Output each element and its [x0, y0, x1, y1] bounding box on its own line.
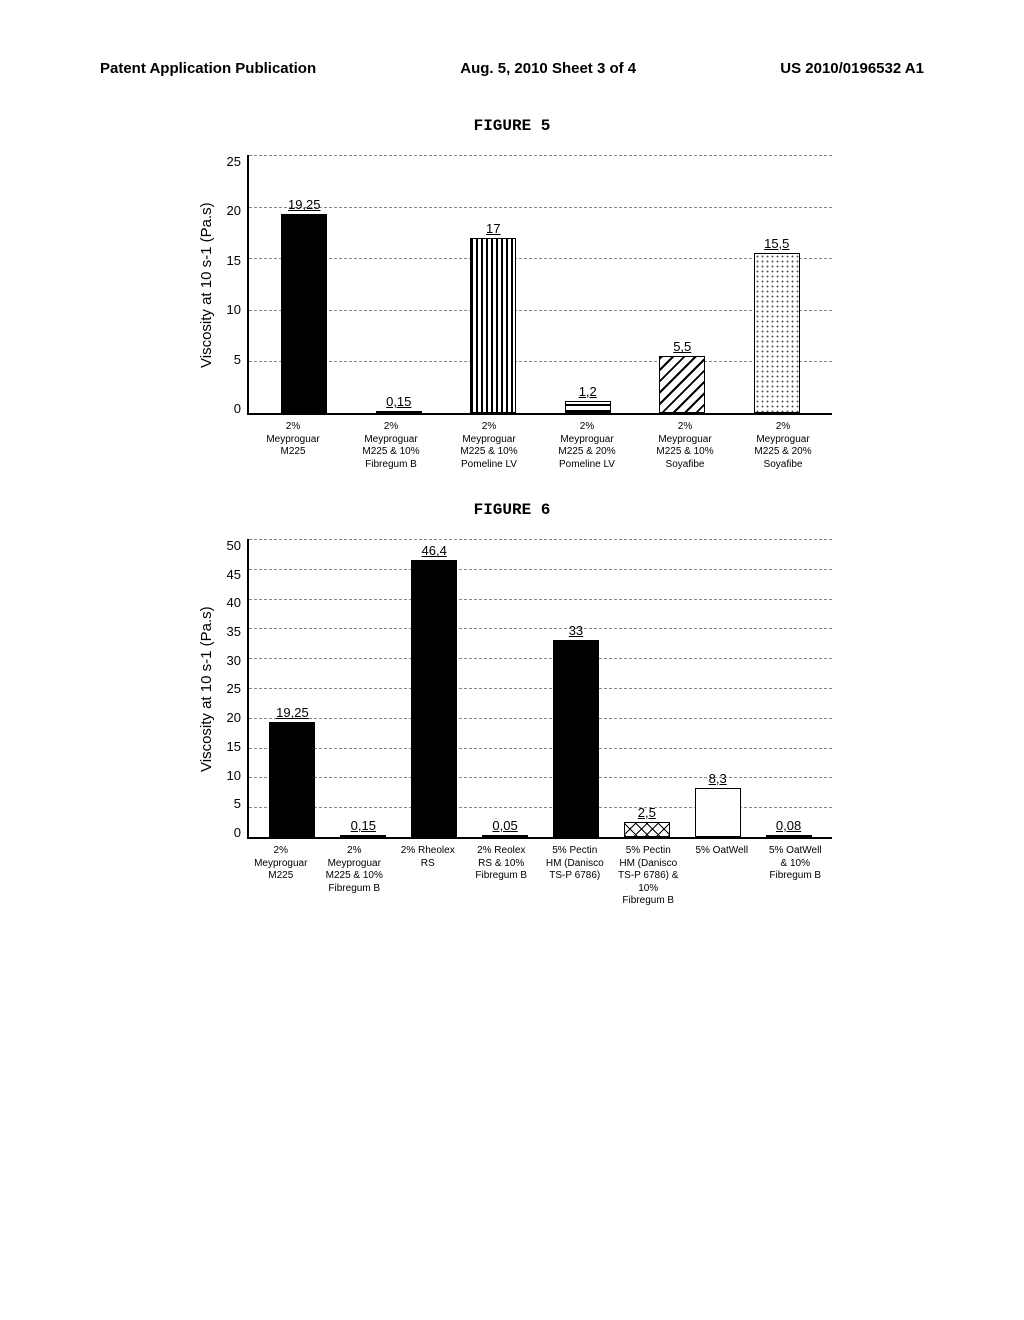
bar — [624, 822, 670, 837]
bar — [281, 214, 327, 413]
bar — [470, 238, 516, 413]
ytick: 5 — [215, 797, 241, 810]
bar — [659, 356, 705, 413]
figure6-xlabels: 2%MeyproguarM2252%MeyproguarM225 & 10%Fi… — [244, 845, 832, 908]
bar-xlabel: 5% OatWell — [685, 845, 759, 908]
bar — [754, 253, 800, 413]
bar-xlabel: 2%MeyproguarM225 & 20%Pomeline LV — [538, 421, 636, 471]
bar-value-label: 19,25 — [276, 705, 309, 720]
bar-xlabel: 2%MeyproguarM225 & 20%Soyafibe — [734, 421, 832, 471]
bar — [695, 788, 741, 837]
bar-xlabel: 5% PectinHM (DaniscoTS-P 6786) — [538, 845, 612, 908]
bar-value-label: 46,4 — [422, 543, 447, 558]
figure6-yaxis: 50454035302520151050 — [215, 539, 247, 839]
bar-value-label: 0,08 — [776, 818, 801, 833]
bar-value-label: 17 — [486, 221, 500, 236]
bar-value-label: 0,15 — [351, 818, 376, 833]
bar-slot: 5,5 — [635, 155, 730, 413]
header-right: US 2010/0196532 A1 — [780, 60, 924, 77]
bar-slot: 2,5 — [611, 539, 682, 837]
bar-slot: 17 — [446, 155, 541, 413]
bar — [376, 411, 422, 413]
ytick: 5 — [215, 353, 241, 366]
bar-value-label: 19,25 — [288, 197, 321, 212]
bar-slot: 19,25 — [257, 539, 328, 837]
bar-value-label: 15,5 — [764, 236, 789, 251]
bar — [565, 401, 611, 413]
bar — [340, 835, 386, 837]
bar-slot: 19,25 — [257, 155, 352, 413]
bar-slot: 15,5 — [730, 155, 825, 413]
figure6-chart: Viscosity at 10 s-1 (Pa.s) 5045403530252… — [192, 539, 832, 908]
bar-slot: 0,08 — [753, 539, 824, 837]
ytick: 15 — [215, 254, 241, 267]
ytick: 0 — [215, 402, 241, 415]
bar-value-label: 2,5 — [638, 805, 656, 820]
bar-xlabel: 2%MeyproguarM225 — [244, 845, 318, 908]
bar-xlabel: 2%MeyproguarM225 & 10%Fibregum B — [342, 421, 440, 471]
bar-slot: 0,05 — [470, 539, 541, 837]
bar-xlabel: 5% OatWell& 10%Fibregum B — [759, 845, 833, 908]
ytick: 10 — [215, 303, 241, 316]
figure5-chart: Viscosity at 10 s-1 (Pa.s) 25 20 15 10 5 0 19… — [192, 155, 832, 471]
header-left: Patent Application Publication — [100, 60, 316, 77]
bar-xlabel: 2% RheolexRS — [391, 845, 465, 908]
ytick: 20 — [215, 711, 241, 724]
bar-slot: 1,2 — [541, 155, 636, 413]
figure5-bars: 19,25 0,15 17 1,2 5,5 15,5 — [249, 155, 832, 413]
figure5-xlabels: 2%MeyproguarM2252%MeyproguarM225 & 10%Fi… — [244, 421, 832, 471]
bar-value-label: 0,15 — [386, 394, 411, 409]
figure5-title: FIGURE 5 — [100, 117, 924, 135]
bar — [269, 722, 315, 837]
ytick: 45 — [215, 568, 241, 581]
ytick: 0 — [215, 826, 241, 839]
bar-xlabel: 2%MeyproguarM225 & 10%Soyafibe — [636, 421, 734, 471]
figure5-ylabel: Viscosity at 10 s-1 (Pa.s) — [192, 155, 215, 415]
bar-xlabel: 2%MeyproguarM225 & 10%Pomeline LV — [440, 421, 538, 471]
bar-value-label: 33 — [569, 623, 583, 638]
ytick: 10 — [215, 769, 241, 782]
bar-value-label: 0,05 — [492, 818, 517, 833]
bar-xlabel: 2% ReolexRS & 10%Fibregum B — [465, 845, 539, 908]
ytick: 50 — [215, 539, 241, 552]
page-header: Patent Application Publication Aug. 5, 2… — [100, 60, 924, 77]
bar-xlabel: 5% PectinHM (DaniscoTS-P 6786) &10%Fibre… — [612, 845, 686, 908]
ytick: 30 — [215, 654, 241, 667]
bar-slot: 8,3 — [682, 539, 753, 837]
figure6-bars: 19,25 0,15 46,4 0,05 33 2,5 8,3 0,08 — [249, 539, 832, 837]
figure6-ylabel: Viscosity at 10 s-1 (Pa.s) — [192, 539, 215, 839]
ytick: 25 — [215, 155, 241, 168]
bar — [553, 640, 599, 837]
figure5-yaxis: 25 20 15 10 5 0 — [215, 155, 247, 415]
bar-value-label: 1,2 — [579, 384, 597, 399]
bar-value-label: 5,5 — [673, 339, 691, 354]
ytick: 20 — [215, 204, 241, 217]
bar-xlabel: 2%MeyproguarM225 — [244, 421, 342, 471]
bar — [766, 835, 812, 837]
bar-slot: 0,15 — [352, 155, 447, 413]
bar — [411, 560, 457, 837]
ytick: 15 — [215, 740, 241, 753]
bar-slot: 46,4 — [399, 539, 470, 837]
ytick: 25 — [215, 682, 241, 695]
ytick: 40 — [215, 596, 241, 609]
bar-xlabel: 2%MeyproguarM225 & 10%Fibregum B — [318, 845, 392, 908]
figure6-title: FIGURE 6 — [100, 501, 924, 519]
bar — [482, 835, 528, 837]
bar-slot: 33 — [541, 539, 612, 837]
bar-value-label: 8,3 — [709, 771, 727, 786]
ytick: 35 — [215, 625, 241, 638]
header-center: Aug. 5, 2010 Sheet 3 of 4 — [460, 60, 636, 77]
bar-slot: 0,15 — [328, 539, 399, 837]
